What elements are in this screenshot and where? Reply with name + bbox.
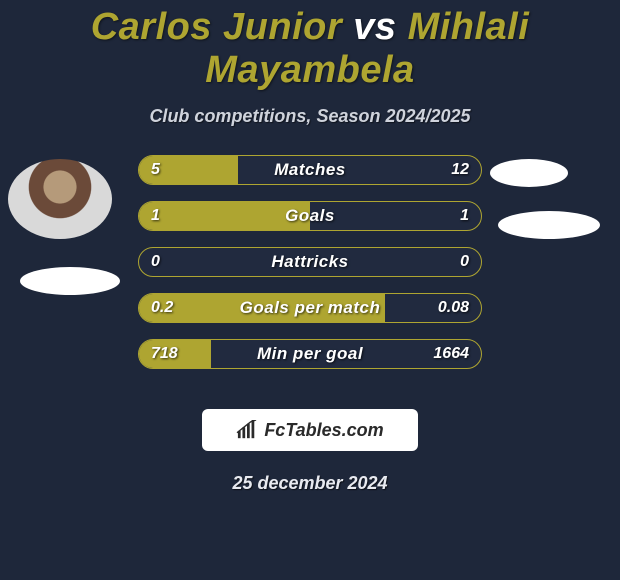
stat-row: 0.20.08Goals per match — [138, 293, 482, 323]
stat-label: Matches — [139, 156, 481, 184]
brand-text: FcTables.com — [264, 420, 383, 441]
stat-row: 512Matches — [138, 155, 482, 185]
stat-bars: 512Matches 11Goals 00Hattricks 0.20.08Goals… — [138, 155, 482, 385]
player1-flag — [20, 267, 120, 295]
comparison-arena: 512Matches11Goals00Hattricks0.20.08Goals… — [0, 161, 620, 401]
stat-row: 00Hattricks — [138, 247, 482, 277]
player1-avatar — [8, 159, 112, 239]
vs-label: vs — [353, 6, 396, 48]
stat-label: Goals per match — [139, 294, 481, 322]
stat-label: Min per goal — [139, 340, 481, 368]
subtitle: Club competitions, Season 2024/2025 — [0, 106, 620, 127]
player1-name: Carlos Junior — [91, 6, 342, 48]
player2-flag — [498, 211, 600, 239]
stat-label: Hattricks — [139, 248, 481, 276]
chart-icon — [236, 420, 258, 440]
page-title: Carlos Junior vs Mihlali Mayambela — [0, 0, 620, 92]
brand-logo: FcTables.com — [202, 409, 418, 451]
player2-avatar-placeholder — [490, 159, 568, 187]
stat-row: 7181664Min per goal — [138, 339, 482, 369]
snapshot-date: 25 december 2024 — [0, 473, 620, 494]
stat-row: 11Goals — [138, 201, 482, 231]
stat-label: Goals — [139, 202, 481, 230]
